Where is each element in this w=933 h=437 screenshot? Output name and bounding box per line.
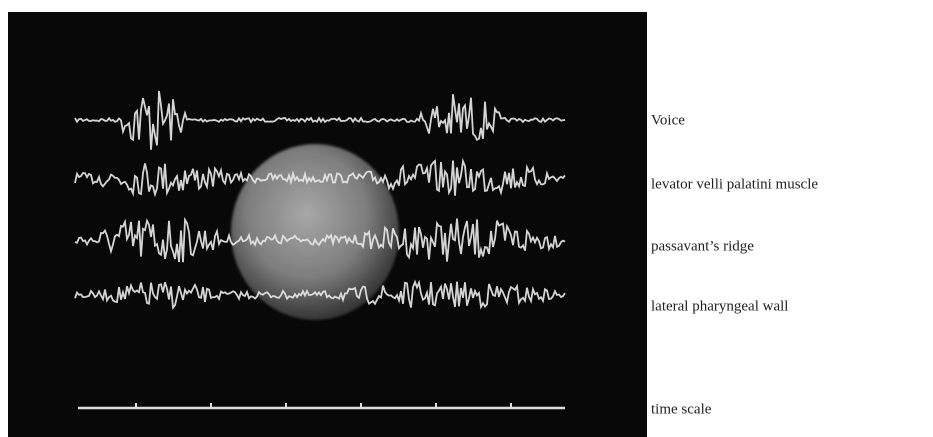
trace-label: Voice xyxy=(651,112,685,128)
trace-label: time scale xyxy=(651,401,712,417)
trace-label: levator velli palatini muscle xyxy=(651,176,818,192)
figure: Voice levator velli palatini muscle pass… xyxy=(0,0,933,437)
page: Voice levator velli palatini muscle pass… xyxy=(0,0,933,437)
trace-label: lateral pharyngeal wall xyxy=(651,298,788,314)
trace-label: passavant’s ridge xyxy=(651,238,754,254)
